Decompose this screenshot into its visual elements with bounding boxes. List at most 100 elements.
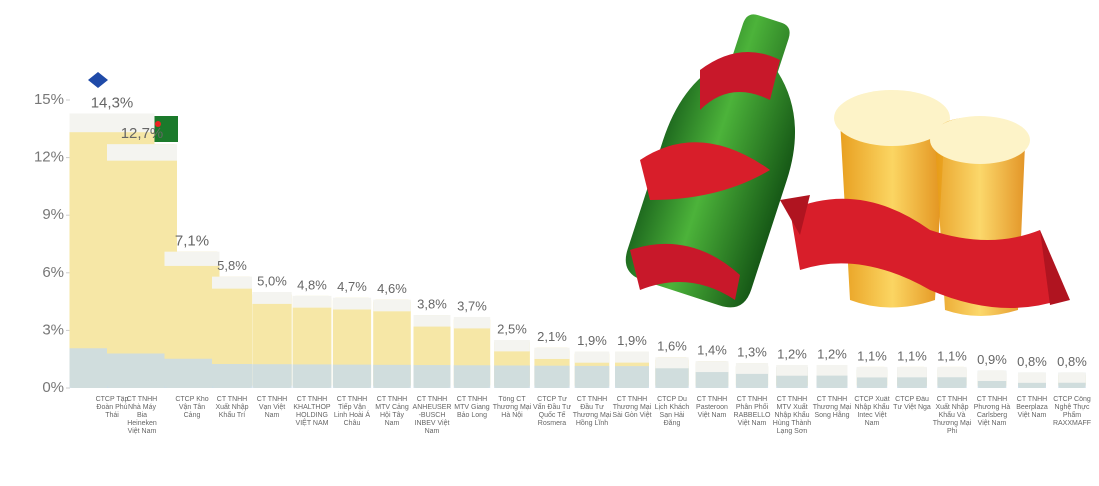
foam: [615, 351, 649, 363]
foam: [1058, 372, 1086, 383]
x-tick-label-box: Tổng CT Thương Mại Hà Nội: [492, 396, 532, 419]
foam: [574, 351, 610, 363]
foam: [816, 364, 848, 376]
x-tick-label-box: CT TNHH ANHEUSER-BUSCH INBEV Việt Nam: [412, 396, 452, 435]
glass-base: [164, 358, 220, 388]
x-tick-label: CT TNHH Thương Mại Song Hằng: [812, 396, 852, 419]
value-label: 2,5%: [497, 321, 527, 336]
x-tick-label: CTCP Tập Đoàn Phú Thái: [95, 396, 129, 419]
value-label: 2,1%: [537, 329, 567, 344]
value-label: 3,8%: [417, 296, 447, 311]
y-tick-label: 6%: [42, 264, 64, 281]
x-tick-label-box: CTCP Kho Vận Tân Cảng: [175, 396, 208, 419]
foam: [937, 366, 967, 378]
value-label: 4,6%: [377, 281, 407, 296]
x-tick-label: CT TNHH Đầu Tư Thương Mại Hồng Lĩnh: [572, 396, 612, 427]
value-label: 12,7%: [121, 125, 164, 142]
foam: [212, 276, 252, 289]
foam: [107, 144, 177, 161]
x-tick-label: CT TNHH Phương Hà Carlsberg Việt Nam: [973, 396, 1011, 427]
x-tick-label-box: CTCP Du Lịch Khách Sạn Hải Đăng: [654, 396, 690, 427]
x-tick-label: CT TNHH Vạn Việt Nam: [256, 396, 288, 419]
glass-base: [494, 365, 530, 388]
x-tick-label-box: CT TNHH Xuất Nhập Khẩu Và Thương Mại Phi: [932, 396, 972, 435]
value-label: 5,8%: [217, 258, 247, 273]
x-tick-label-box: CTCP Tập Đoàn Phú Thái: [95, 396, 129, 419]
value-label: 1,3%: [737, 344, 767, 359]
foam: [534, 347, 570, 359]
value-label: 14,3%: [91, 94, 134, 111]
foam: [735, 363, 769, 374]
foam: [373, 299, 411, 312]
x-tick-label-box: CT TNHH MTV Cảng Hội Tây Nam: [375, 396, 409, 427]
value-label: 3,7%: [457, 298, 487, 313]
x-tick-label: CTCP Du Lịch Khách Sạn Hải Đăng: [654, 396, 690, 427]
foam: [856, 366, 888, 378]
x-tick-label: CT TNHH Xuất Nhập Khẩu Trí: [215, 396, 249, 419]
glass-base: [534, 365, 570, 388]
x-tick-label-box: CT TNHH Thương Mại Sài Gòn Việt: [612, 396, 652, 419]
value-label: 1,4%: [697, 343, 727, 358]
foam: [655, 357, 689, 369]
glass-base: [212, 364, 252, 388]
foam: [292, 295, 332, 308]
value-label: 1,1%: [937, 348, 967, 363]
x-tick-label-box: CT TNHH Vạn Việt Nam: [256, 396, 288, 419]
glass: [107, 144, 177, 388]
x-tick-label: CTCP Tư Vấn Đầu Tư Quốc Tế Rosmera: [532, 396, 572, 427]
x-tick-label-box: CT TNHH Pasteroon Việt Nam: [696, 396, 728, 419]
glass-base: [413, 365, 451, 388]
x-tick-label: CT TNHH MTV Xuất Nhập Khẩu Hùng Thành Lạ…: [772, 396, 812, 435]
value-label: 1,1%: [897, 348, 927, 363]
glass: [212, 276, 252, 388]
x-tick-label: CT TNHH ANHEUSER-BUSCH INBEV Việt Nam: [412, 396, 452, 435]
glass-base: [655, 366, 689, 388]
x-tick-label: CTCP Đầu Tư Việt Nga: [893, 396, 931, 411]
x-tick-label: CTCP Công Nghệ Thực Phẩm RAXXMAFF: [1052, 396, 1092, 427]
glass-base: [252, 364, 292, 388]
value-label: 1,6%: [657, 339, 687, 354]
foam: [977, 370, 1007, 382]
value-label: 7,1%: [175, 233, 209, 250]
x-tick-label: CTCP Xuất Nhập Khẩu Intec Việt Nam: [854, 396, 890, 427]
foam: [332, 297, 372, 310]
value-label: 1,2%: [777, 346, 807, 361]
foam: [897, 366, 927, 378]
x-tick-label-box: CT TNHH Beerplaza Việt Nam: [1016, 396, 1048, 419]
glass-base: [453, 365, 491, 388]
foam: [69, 113, 155, 133]
x-tick-label-box: CT TNHH MTV Giang Bảo Long: [454, 396, 490, 419]
x-tick-label-box: CT TNHH KHALTHOP HOLDING VIỆT NAM: [293, 396, 331, 427]
value-label: 0,8%: [1017, 354, 1047, 369]
x-tick-label-box: CT TNHH MTV Xuất Nhập Khẩu Hùng Thành Lạ…: [772, 396, 812, 435]
glass-base: [332, 364, 372, 388]
x-tick-label: CT TNHH Tiếp Vận Linh Hoài Á Châu: [333, 396, 371, 427]
x-tick-label: CT TNHH MTV Cảng Hội Tây Nam: [375, 396, 409, 427]
value-label: 0,9%: [977, 352, 1007, 367]
foam: [453, 316, 491, 329]
x-tick-label: Tổng CT Thương Mại Hà Nội: [492, 396, 532, 419]
x-tick-label-box: CTCP Công Nghệ Thực Phẩm RAXXMAFF: [1052, 396, 1092, 427]
x-tick-label: CT TNHH Nhà Máy Bia Heineken Việt Nam: [126, 396, 158, 435]
glass: [164, 251, 220, 388]
x-tick-label-box: CT TNHH Thương Mại Song Hằng: [812, 396, 852, 419]
x-tick-label-box: CTCP Xuất Nhập Khẩu Intec Việt Nam: [854, 396, 890, 427]
value-label: 4,8%: [297, 277, 327, 292]
glass-base: [615, 366, 649, 388]
y-tick-label: 12%: [34, 149, 64, 166]
x-tick-label-box: CT TNHH Xuất Nhập Khẩu Trí: [215, 396, 249, 419]
value-label: 1,9%: [577, 333, 607, 348]
foam: [695, 361, 729, 373]
glass-base: [373, 364, 411, 388]
x-tick-label: CT TNHH MTV Giang Bảo Long: [454, 396, 490, 419]
x-tick-label-box: CT TNHH Phân Phối RABBELLO Việt Nam: [734, 396, 771, 427]
x-tick-label-box: CTCP Tư Vấn Đầu Tư Quốc Tế Rosmera: [532, 396, 572, 427]
x-tick-label: CT TNHH Xuất Nhập Khẩu Và Thương Mại Phi: [932, 396, 972, 435]
x-tick-label-box: CTCP Đầu Tư Việt Nga: [893, 396, 931, 411]
foam: [494, 340, 530, 352]
x-tick-label: CT TNHH Thương Mại Sài Gòn Việt: [612, 396, 652, 419]
value-label: 1,2%: [817, 346, 847, 361]
y-tick-label: 15%: [34, 91, 64, 108]
x-tick-label: CT TNHH KHALTHOP HOLDING VIỆT NAM: [293, 396, 331, 427]
glass-base: [292, 364, 332, 388]
